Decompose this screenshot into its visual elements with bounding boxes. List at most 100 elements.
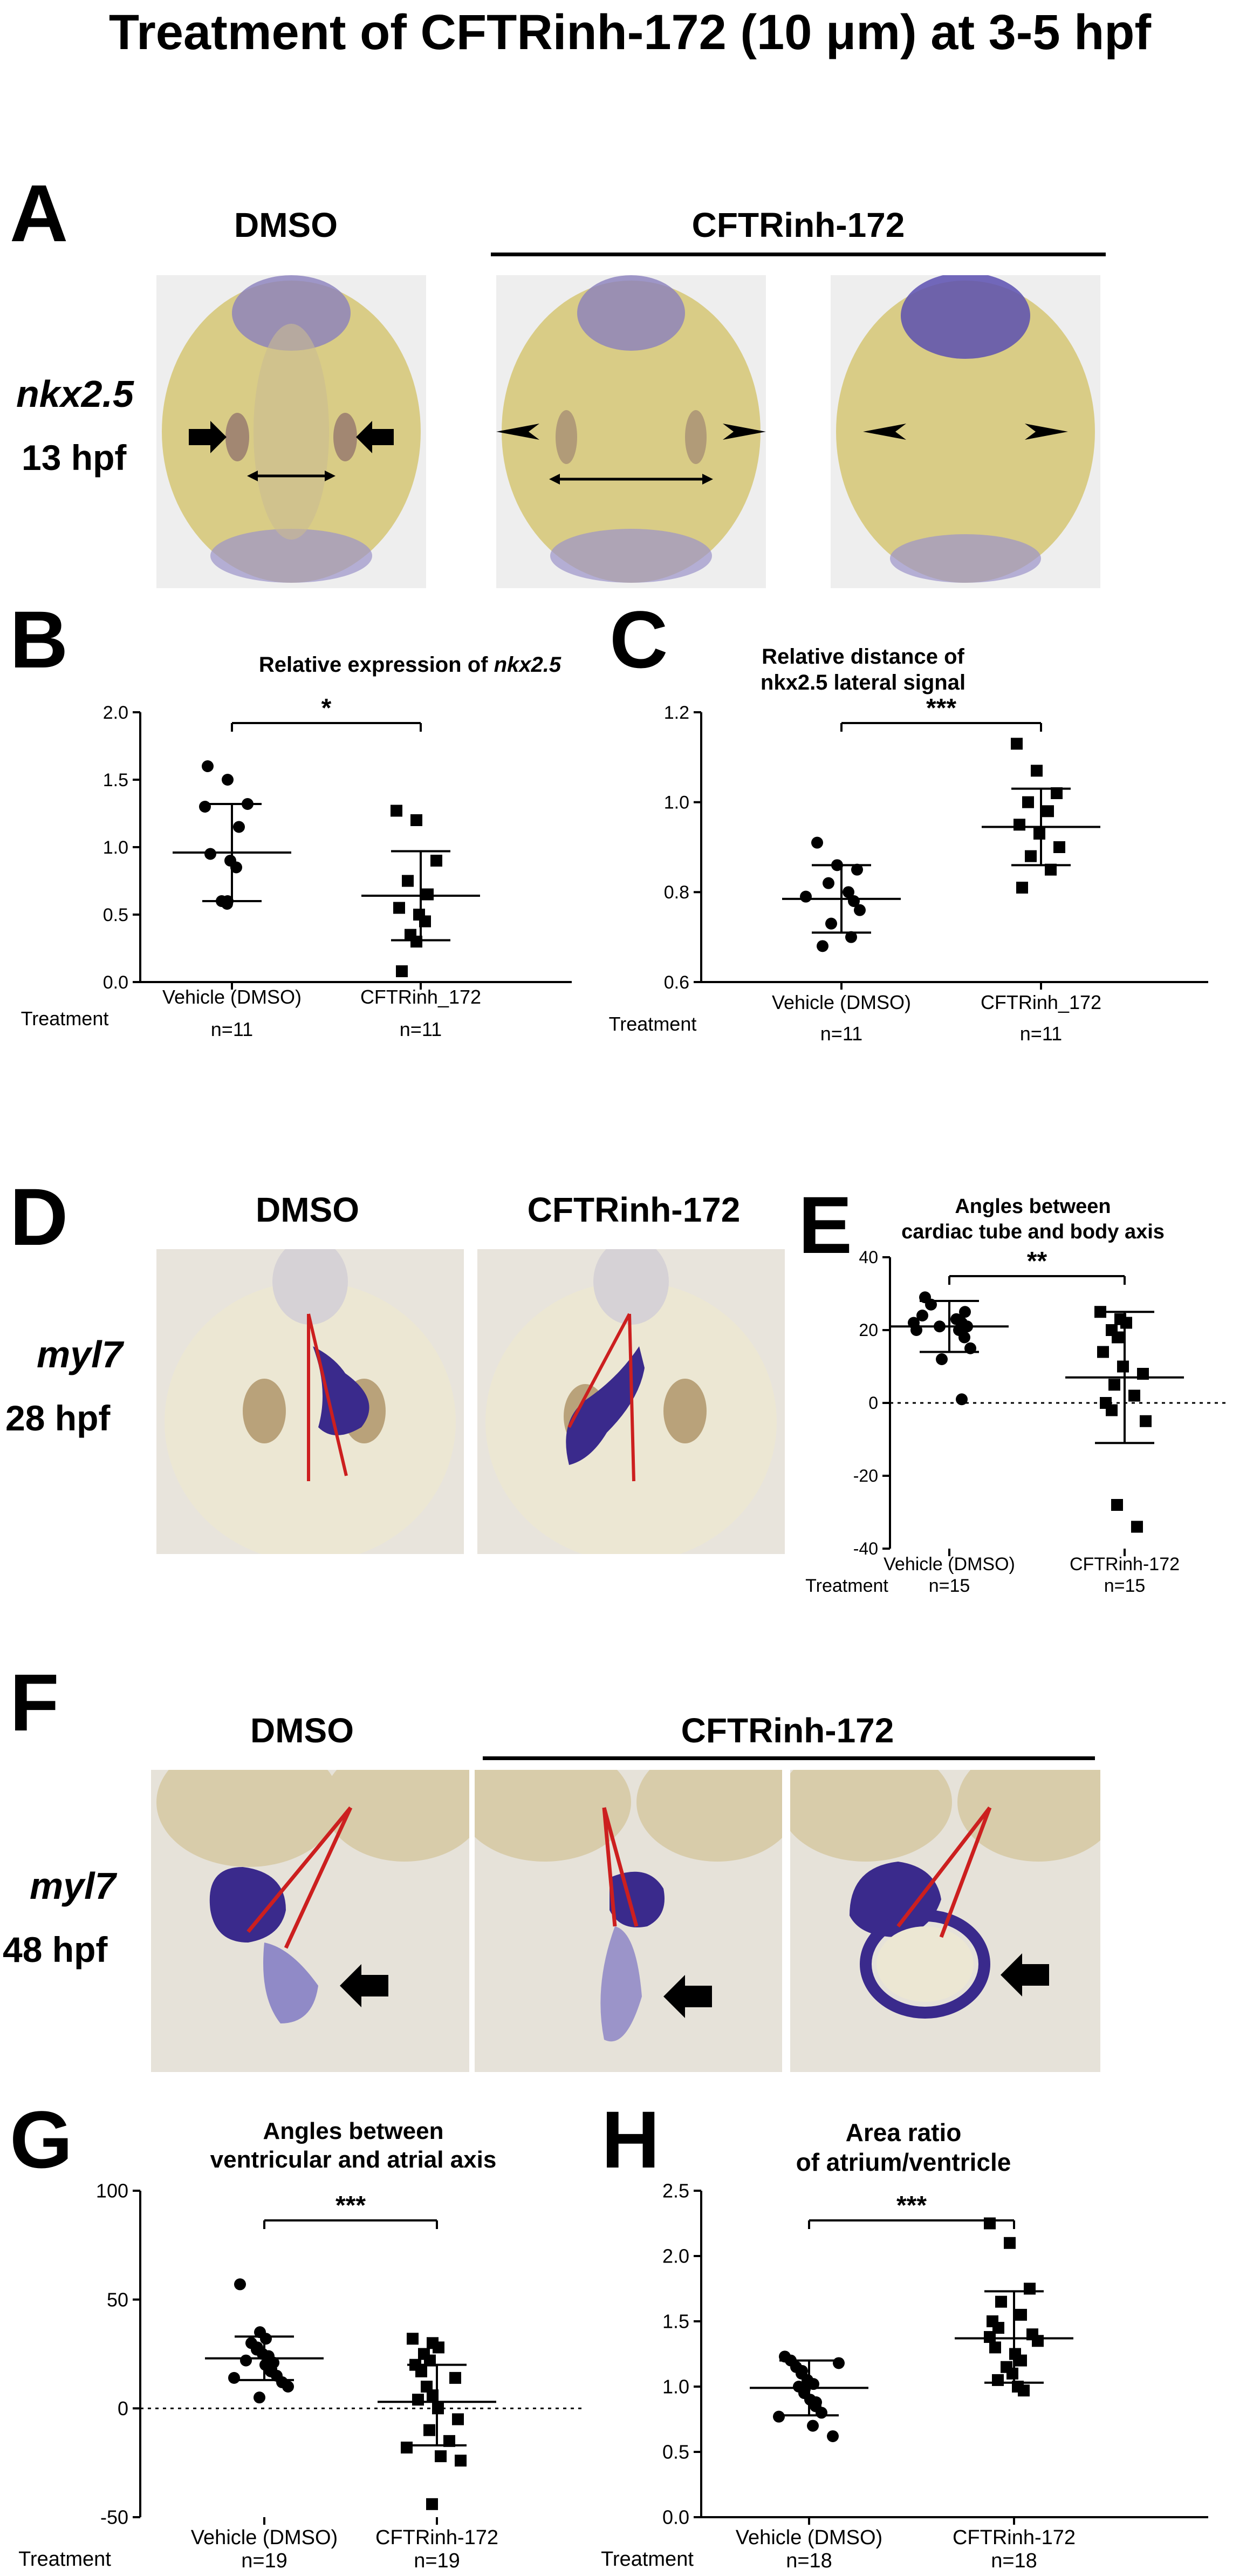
data-point <box>851 863 863 876</box>
data-point <box>426 2498 438 2510</box>
panel-e-label: E <box>798 1180 853 1270</box>
y-tick-label: 50 <box>107 2288 128 2311</box>
data-point <box>254 2391 265 2404</box>
data-point <box>1006 2367 1018 2380</box>
n-label: n=19 <box>241 2550 287 2572</box>
panel-d-stage: 28 hpf <box>5 1398 111 1438</box>
panel-d-label: D <box>10 1171 69 1262</box>
panel-d-gene: myl7 <box>37 1333 123 1375</box>
panel-f-group-rule <box>483 1756 1095 1760</box>
data-point <box>260 2333 272 2345</box>
chart-h: 0.0 0.5 1.0 1.5 2.0 2.5 Vehicle (DMSO) n=18 CFTR… <box>601 2175 1241 2574</box>
data-point <box>992 2374 1004 2386</box>
data-point <box>427 2389 439 2402</box>
chart-c: 0.6 0.8 1.0 1.2 Vehicle (DMSO) n=11 CFTRinh_17… <box>604 680 1241 1068</box>
y-tick-label: 1.2 <box>664 703 689 723</box>
data-point <box>452 2413 464 2425</box>
data-point <box>410 814 422 826</box>
data-point <box>827 2430 839 2442</box>
y-tick-label: 0.5 <box>662 2441 689 2463</box>
y-tick-label: 1.0 <box>103 837 128 858</box>
significance-stars: * <box>321 694 332 723</box>
data-point <box>234 2278 246 2291</box>
panel-g-title-line1: Angles between <box>263 2118 444 2144</box>
significance-stars: *** <box>335 2191 366 2220</box>
data-point <box>430 855 442 867</box>
data-point <box>1016 882 1028 894</box>
n-label: n=19 <box>414 2550 460 2572</box>
data-point <box>230 861 242 874</box>
data-point <box>424 2354 436 2367</box>
n-label: n=11 <box>211 1018 253 1040</box>
data-point <box>1131 1521 1143 1533</box>
category-label: Vehicle (DMSO) <box>162 986 302 1008</box>
panel-f-label: F <box>10 1657 59 1748</box>
data-point <box>1128 1389 1140 1402</box>
n-label: n=11 <box>400 1018 442 1040</box>
category-label: Vehicle (DMSO) <box>736 2526 882 2549</box>
embryo-photo-cftr-28hpf <box>477 1249 785 1554</box>
panel-a-header-cftr: CFTRinh-172 <box>691 206 905 244</box>
treatment-label: Treatment <box>609 1013 697 1035</box>
embryo-photo-cftr-13hpf-2 <box>831 275 1100 588</box>
data-point <box>825 917 837 930</box>
significance-stars: *** <box>926 694 956 723</box>
data-point <box>282 2381 294 2393</box>
data-point <box>422 888 434 901</box>
embryo-photo-dmso-48hpf <box>151 1770 469 2072</box>
data-point <box>401 2441 413 2454</box>
panel-c-title-line1: Relative distance of <box>762 645 964 669</box>
y-tick-label: -40 <box>853 1539 878 1558</box>
data-point <box>391 805 402 817</box>
treatment-label: Treatment <box>18 2548 111 2571</box>
embryo-photo-cftr-48hpf-2 <box>790 1770 1100 2072</box>
category-label: CFTRinh_172 <box>360 986 481 1008</box>
n-label: n=18 <box>991 2550 1037 2572</box>
panel-b-title: Relative expression of nkx2.5 <box>259 653 561 677</box>
data-point <box>773 2410 785 2423</box>
data-point <box>984 2217 996 2230</box>
panel-e-title-line2: cardiac tube and body axis <box>901 1221 1165 1243</box>
data-point <box>1112 1331 1124 1344</box>
data-point <box>989 2341 1001 2354</box>
treatment-label: Treatment <box>21 1007 109 1030</box>
data-point <box>412 2394 424 2406</box>
y-tick-label: 0.5 <box>103 905 128 925</box>
y-tick-label: 2.0 <box>662 2245 689 2267</box>
data-point <box>916 1310 928 1321</box>
data-point <box>419 915 431 928</box>
panel-e-title-line1: Angles between <box>955 1195 1111 1218</box>
data-point <box>199 801 211 813</box>
panel-b-title-prefix: Relative expression of <box>258 653 494 677</box>
panel-g-label: G <box>10 2094 73 2185</box>
data-point <box>984 2331 996 2343</box>
y-tick-label: 100 <box>96 2180 128 2202</box>
data-point <box>433 2341 444 2354</box>
data-point <box>443 2435 455 2447</box>
panel-f-header-dmso: DMSO <box>250 1711 354 1750</box>
chart-b: 0.0 0.5 1.0 1.5 2.0 Vehicle (DMSO) n=11 CFTRinh… <box>0 680 604 1068</box>
data-point <box>816 2407 827 2419</box>
data-point <box>1015 2308 1027 2321</box>
data-point <box>204 848 216 860</box>
panel-b-label: B <box>10 594 69 685</box>
data-point <box>992 2322 1004 2334</box>
treatment-label: Treatment <box>805 1576 888 1596</box>
data-point <box>845 931 857 943</box>
data-point <box>1106 1404 1118 1416</box>
data-point <box>435 2450 447 2463</box>
n-label: n=11 <box>1020 1023 1062 1045</box>
data-point <box>1025 850 1037 862</box>
data-point <box>1031 765 1043 777</box>
y-tick-label: 40 <box>859 1248 878 1267</box>
data-point <box>817 940 828 952</box>
data-point <box>807 2420 819 2432</box>
data-point <box>936 1353 948 1365</box>
panel-a-label: A <box>10 168 69 258</box>
y-tick-label: 0.0 <box>662 2506 689 2529</box>
category-label: CFTRinh-172 <box>953 2526 1076 2549</box>
data-point <box>1120 1317 1132 1329</box>
